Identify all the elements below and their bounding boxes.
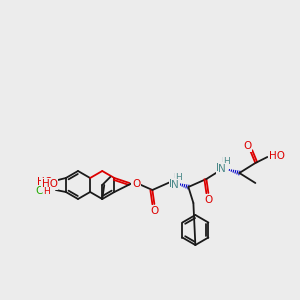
Text: Cl: Cl: [41, 184, 51, 194]
Text: O: O: [150, 206, 158, 216]
Text: H: H: [221, 157, 228, 166]
Text: O: O: [242, 141, 250, 151]
Text: HO: HO: [42, 179, 58, 189]
Text: HO: HO: [269, 151, 285, 161]
Text: N: N: [218, 164, 226, 174]
Text: O: O: [243, 141, 251, 151]
Text: H: H: [44, 188, 50, 196]
Text: N: N: [169, 179, 177, 189]
Text: N: N: [172, 180, 179, 190]
Text: H: H: [173, 172, 180, 182]
Text: HO: HO: [268, 150, 284, 160]
Text: Cl: Cl: [35, 186, 46, 196]
Text: HO: HO: [37, 177, 53, 187]
Text: O: O: [132, 179, 140, 189]
Text: H: H: [175, 173, 182, 182]
Text: O: O: [131, 179, 140, 189]
Text: N: N: [217, 163, 224, 173]
Text: O: O: [204, 195, 212, 205]
Text: H: H: [223, 158, 230, 166]
